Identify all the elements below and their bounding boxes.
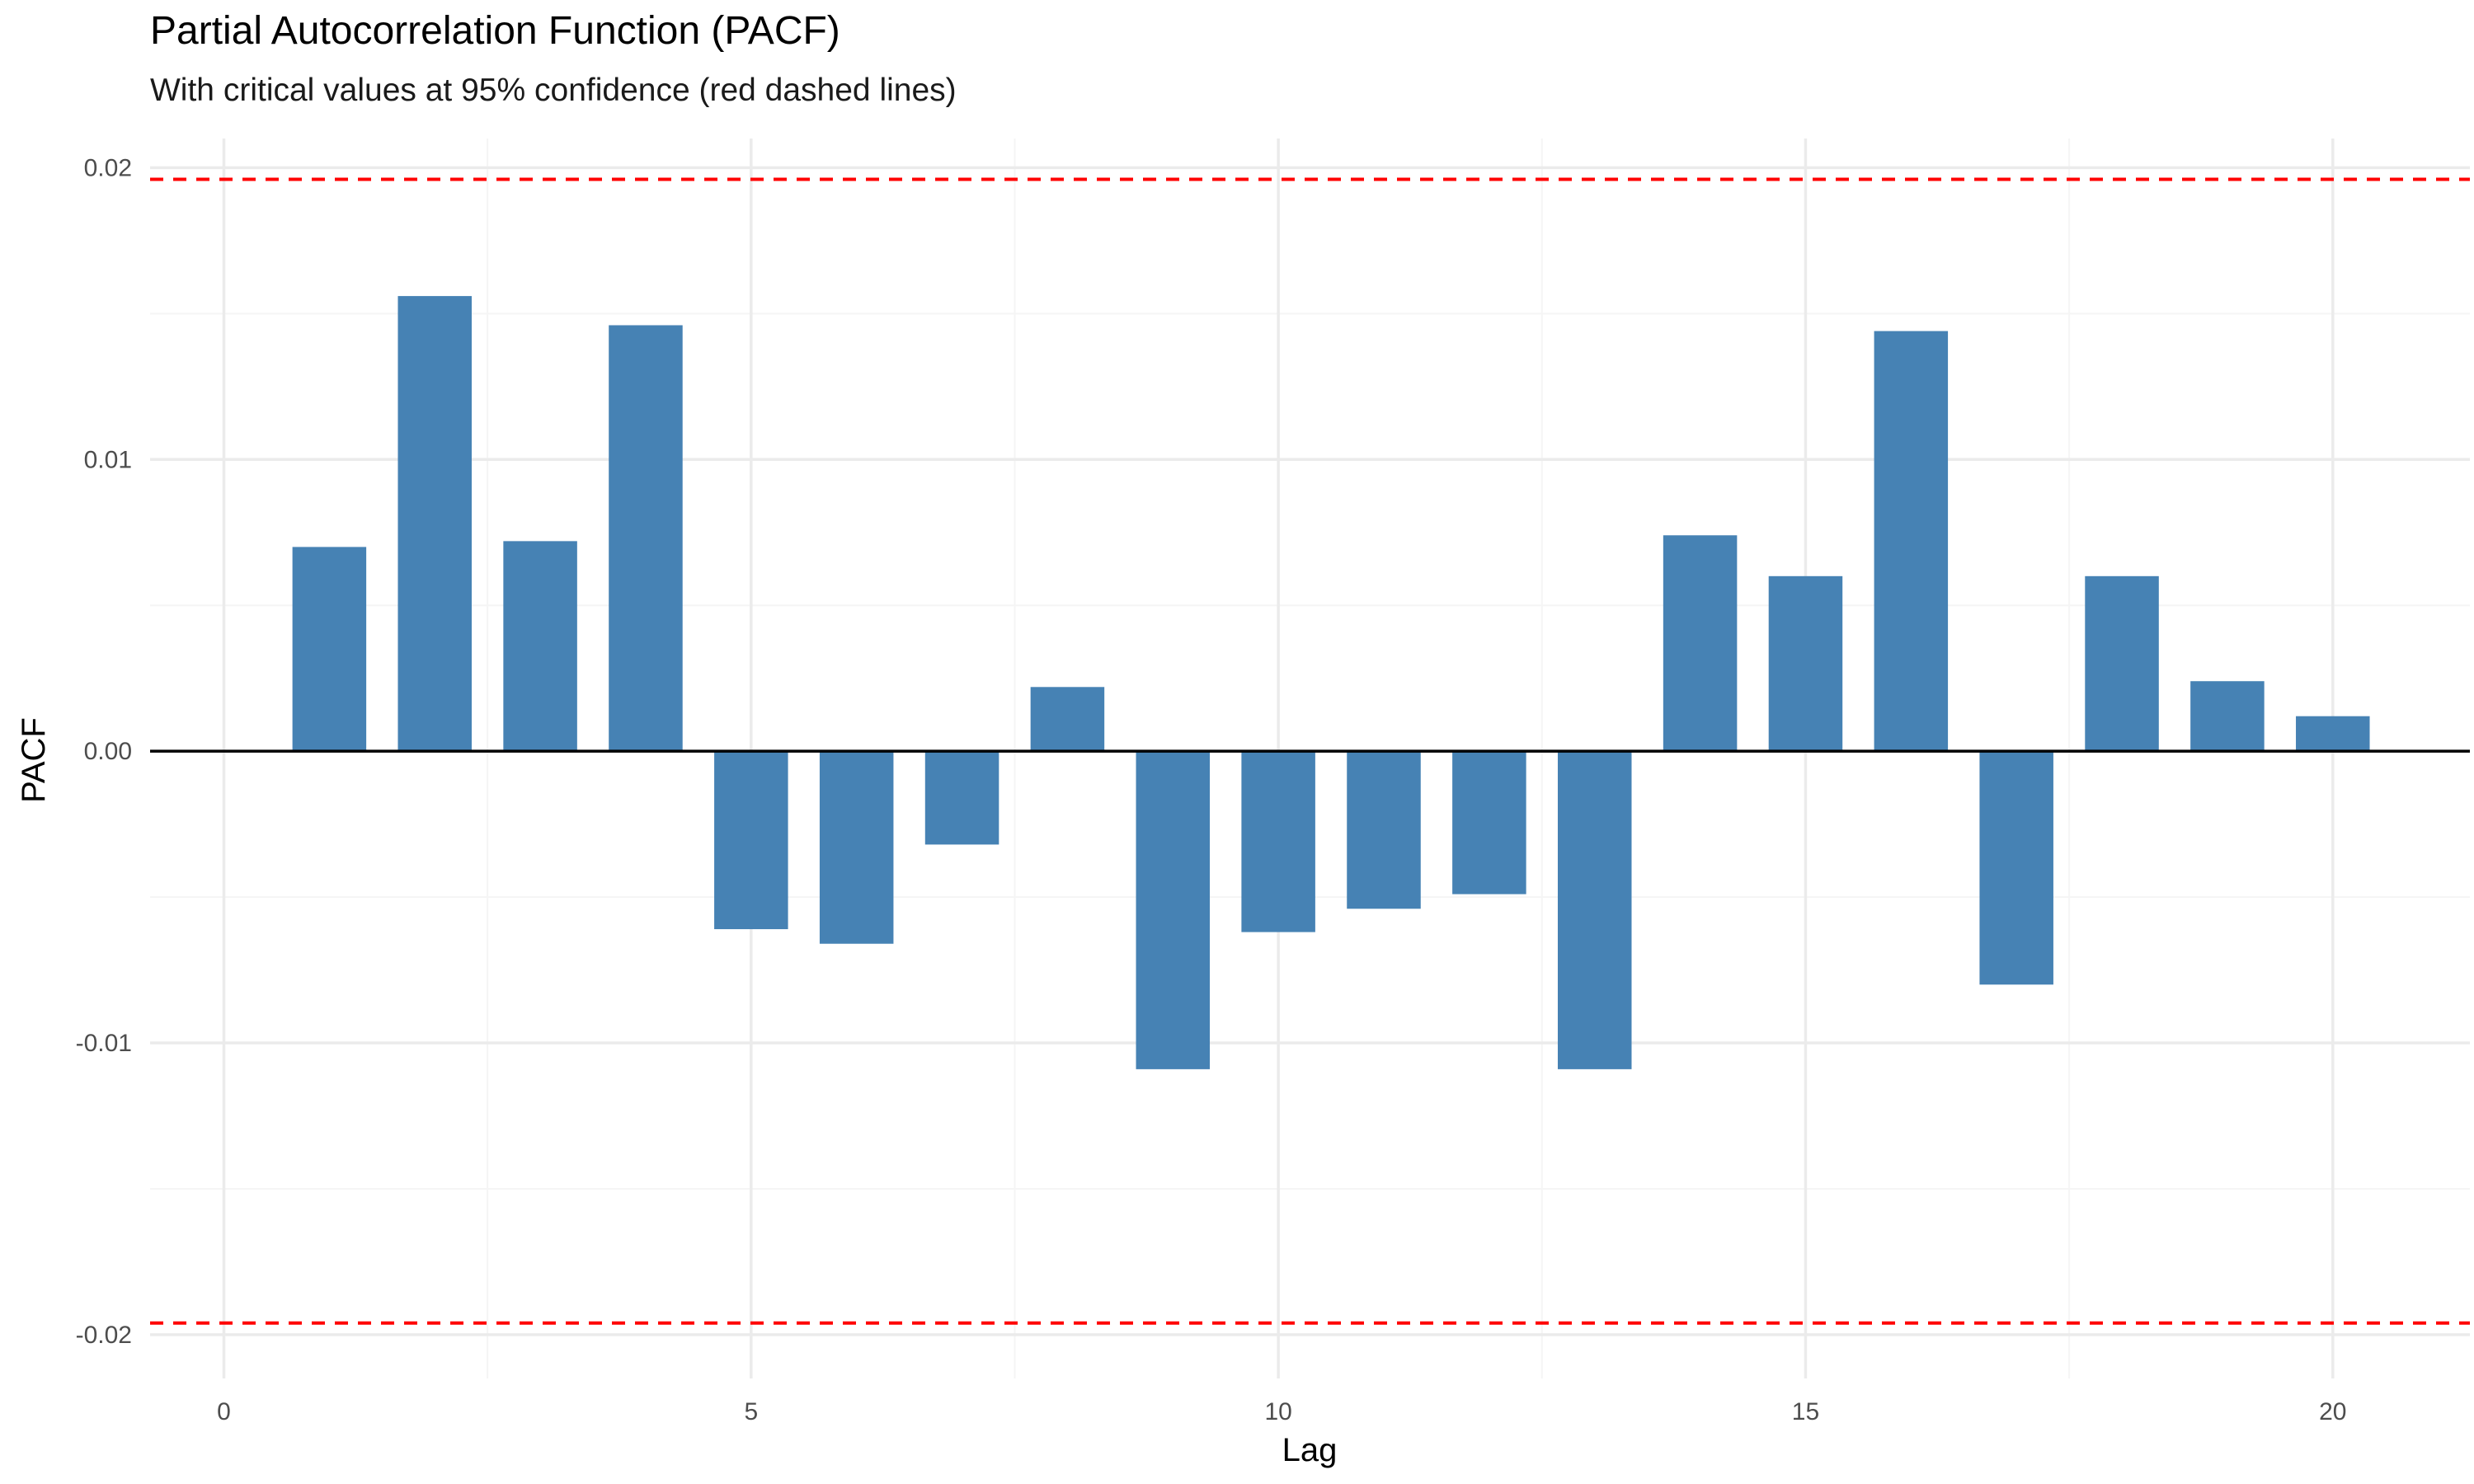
bar-lag-13 [1557,751,1632,1069]
x-tick-label: 10 [1264,1398,1291,1425]
bar-lag-17 [1979,751,2053,985]
y-axis-title: PACF [16,717,52,803]
y-tick-label: -0.01 [76,1030,132,1057]
bar-lag-12 [1452,751,1526,895]
bar-lag-10 [1241,751,1315,932]
bar-lag-7 [924,751,999,845]
bar-lag-5 [714,751,788,930]
bar-lag-19 [2190,681,2265,752]
bar-lag-1 [292,547,367,752]
bar-lag-11 [1347,751,1421,909]
bar-lag-14 [1663,535,1738,752]
chart-title: Partial Autocorrelation Function (PACF) [150,9,840,53]
x-tick-label: 20 [2319,1398,2346,1425]
x-axis-title: Lag [1282,1432,1338,1468]
bar-lag-4 [609,325,683,752]
y-tick-label: -0.02 [76,1322,132,1349]
tick-labels: -0.02 -0.01 0.00 0.01 0.02 0 5 10 15 20 [76,154,2347,1425]
critical-value-lines [150,177,2470,1325]
x-tick-label: 15 [1792,1398,1819,1425]
bar-lag-15 [1768,575,1843,752]
x-tick-label: 0 [217,1398,231,1425]
x-tick-label: 5 [744,1398,758,1425]
bar-lag-3 [503,541,577,752]
bar-lag-9 [1136,751,1211,1069]
bar-lag-2 [397,296,472,752]
y-tick-label: 0.01 [84,446,132,473]
y-tick-label: 0.00 [84,738,132,765]
bar-lag-6 [819,751,894,944]
bars [292,296,2370,1069]
bar-lag-20 [2296,716,2370,752]
bar-lag-18 [2085,575,2159,752]
chart-subtitle: With critical values at 95% confidence (… [150,73,957,108]
bar-lag-8 [1030,687,1105,752]
y-tick-label: 0.02 [84,154,132,181]
bar-lag-16 [1874,331,1949,752]
